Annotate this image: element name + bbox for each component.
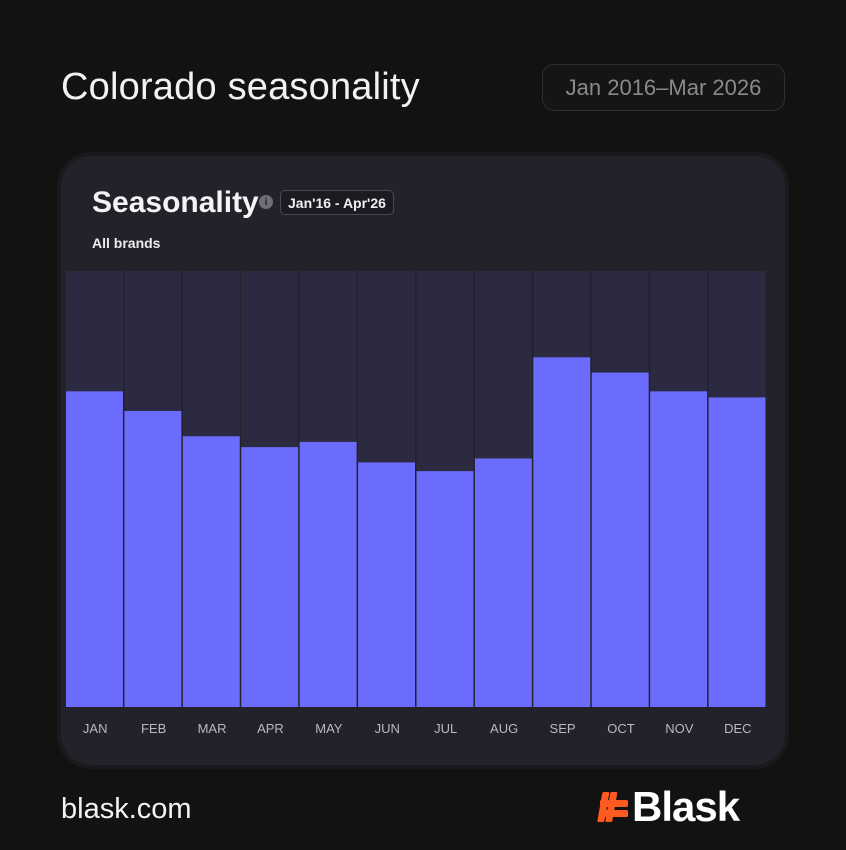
bar-feb[interactable] (124, 410, 182, 707)
bar-may[interactable] (299, 441, 357, 707)
bar-dec[interactable] (708, 397, 766, 707)
bar-oct[interactable] (591, 372, 649, 707)
brand-name: Blask (632, 783, 740, 830)
x-tick-label: JAN (83, 721, 108, 736)
bar-jan[interactable] (66, 391, 123, 707)
card-title: Seasonality (92, 186, 259, 219)
x-tick-label: FEB (141, 721, 166, 736)
site-url[interactable]: blask.com (61, 793, 192, 825)
x-tick-label: MAR (198, 721, 227, 736)
x-tick-label: SEP (550, 721, 576, 736)
seasonality-card: Seasonality i Jan'16 - Apr'26 All brands… (61, 156, 785, 765)
bar-apr[interactable] (241, 447, 299, 707)
range-badge: Jan'16 - Apr'26 (280, 190, 394, 215)
info-icon[interactable]: i (259, 195, 273, 209)
bar-nov[interactable] (650, 391, 708, 707)
bar-mar[interactable] (182, 436, 240, 707)
x-tick-label: JUN (375, 721, 400, 736)
card-subtitle: All brands (92, 235, 161, 251)
x-tick-label: OCT (607, 721, 635, 736)
bar-jul[interactable] (416, 471, 474, 707)
date-range-badge: Jan 2016–Mar 2026 (542, 64, 785, 111)
bar-sep[interactable] (533, 357, 591, 707)
x-tick-label: DEC (724, 721, 751, 736)
hash-icon (597, 792, 628, 822)
x-tick-label: JUL (434, 721, 457, 736)
x-tick-label: NOV (665, 721, 694, 736)
bar-jun[interactable] (358, 462, 415, 707)
page-title: Colorado seasonality (61, 66, 420, 108)
brand-logo: Blask (592, 783, 740, 830)
x-tick-label: MAY (315, 721, 343, 736)
x-tick-label: APR (257, 721, 284, 736)
bar-aug[interactable] (474, 458, 532, 707)
seasonality-chart: JAN FEB MAR APR MAY JUN JUL AUG SEP OCT NOV DEC (66, 271, 766, 736)
x-tick-label: AUG (490, 721, 518, 736)
